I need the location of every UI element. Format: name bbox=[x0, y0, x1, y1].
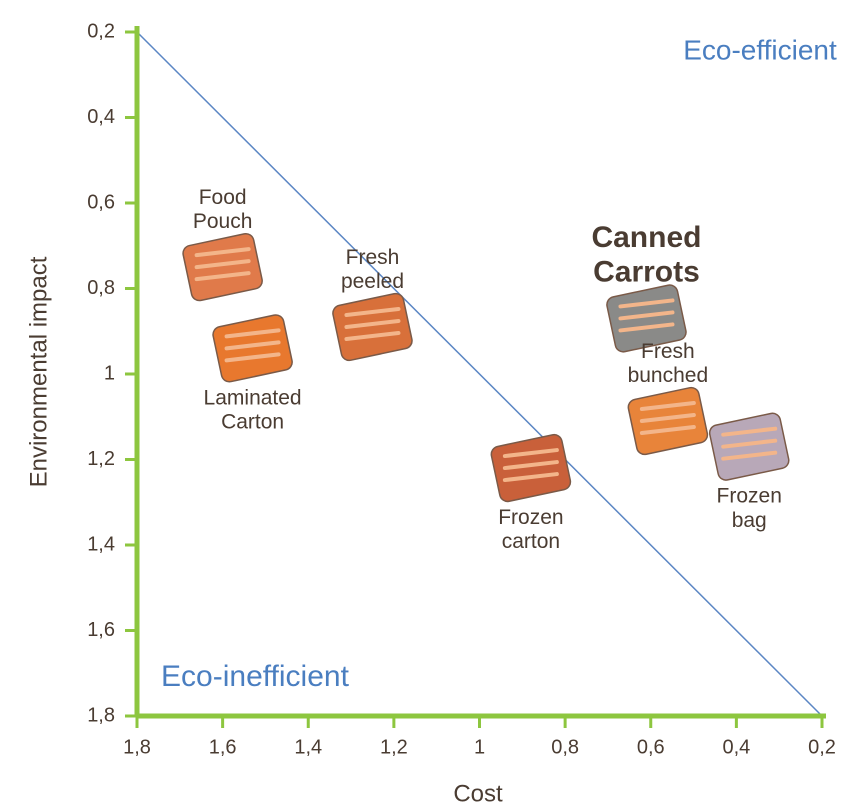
x-tick-label: 1,4 bbox=[294, 736, 322, 758]
product-detail bbox=[618, 322, 675, 333]
x-axis-label: Cost bbox=[453, 780, 503, 807]
product-marker bbox=[212, 314, 293, 383]
product-image bbox=[332, 292, 413, 362]
annotation: Eco-efficient bbox=[683, 34, 837, 65]
x-tick-label: 1 bbox=[474, 736, 485, 758]
product-detail bbox=[502, 472, 559, 483]
product-marker bbox=[708, 412, 790, 481]
product-detail bbox=[639, 425, 696, 436]
product-detail bbox=[344, 330, 401, 341]
product-image bbox=[182, 232, 263, 302]
product-detail bbox=[618, 310, 675, 321]
product-detail bbox=[618, 298, 675, 309]
product-marker bbox=[627, 386, 709, 456]
product-label: Fresh peeled bbox=[341, 245, 404, 292]
product-detail bbox=[224, 328, 281, 339]
product-label: Fresh bunched bbox=[628, 339, 709, 386]
product-image bbox=[708, 412, 790, 481]
product-label: Frozen bag bbox=[717, 484, 782, 531]
y-tick-label: 0,2 bbox=[87, 20, 115, 42]
product-label: Food Pouch bbox=[193, 186, 253, 233]
y-tick-label: 0,4 bbox=[87, 106, 115, 128]
y-tick-label: 1,2 bbox=[87, 448, 115, 470]
product-detail bbox=[344, 318, 401, 329]
y-tick-label: 1,8 bbox=[87, 704, 115, 726]
x-tick-label: 0,4 bbox=[722, 736, 750, 758]
product-detail bbox=[721, 450, 778, 461]
product-marker bbox=[332, 292, 413, 362]
product-detail bbox=[639, 413, 696, 424]
product-marker bbox=[490, 433, 572, 503]
product-label: Frozen carton bbox=[498, 506, 563, 553]
y-tick-label: 1,4 bbox=[87, 533, 115, 555]
product-detail bbox=[502, 460, 559, 471]
x-tick-label: 1,6 bbox=[209, 736, 237, 758]
product-detail bbox=[194, 259, 251, 270]
product-image bbox=[490, 433, 572, 503]
product-detail bbox=[194, 271, 251, 282]
y-tick-label: 0,6 bbox=[87, 191, 115, 213]
product-detail bbox=[194, 247, 251, 258]
product-detail bbox=[344, 306, 401, 317]
y-tick-label: 1,6 bbox=[87, 619, 115, 641]
product-image bbox=[212, 314, 293, 383]
product-label: Laminated Carton bbox=[204, 386, 302, 433]
x-tick-label: 0,6 bbox=[637, 736, 665, 758]
product-detail bbox=[502, 448, 559, 459]
product-image bbox=[627, 386, 709, 456]
product-detail bbox=[224, 352, 281, 363]
x-tick-label: 1,2 bbox=[380, 736, 408, 758]
x-tick-label: 0,2 bbox=[808, 736, 836, 758]
product-detail bbox=[721, 426, 778, 437]
x-tick-label: 1,8 bbox=[123, 736, 151, 758]
y-axis-label: Environmental impact bbox=[25, 256, 52, 487]
frontier-line bbox=[136, 31, 823, 717]
y-tick-label: 0,8 bbox=[87, 277, 115, 299]
product-marker bbox=[182, 232, 263, 302]
x-tick-label: 0,8 bbox=[551, 736, 579, 758]
annotation: Eco-inefficient bbox=[161, 660, 350, 693]
product-detail bbox=[721, 438, 778, 449]
product-detail bbox=[639, 401, 696, 412]
y-tick-label: 1 bbox=[104, 362, 115, 384]
product-detail bbox=[224, 340, 281, 351]
product-marker bbox=[606, 284, 687, 353]
product-label: Canned Carrots bbox=[591, 221, 701, 288]
